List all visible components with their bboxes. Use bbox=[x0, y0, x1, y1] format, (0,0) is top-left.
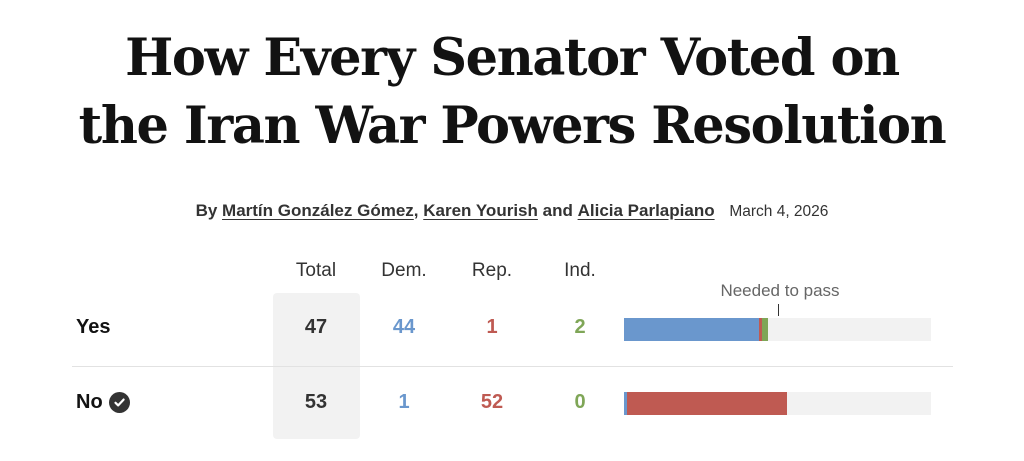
needed-to-pass-label: Needed to pass bbox=[720, 281, 840, 300]
yes-ind: 2 bbox=[574, 316, 586, 338]
yes-vote-bar bbox=[624, 318, 931, 341]
bar-segment-rep bbox=[759, 318, 763, 341]
needed-to-pass-marker bbox=[778, 304, 779, 316]
author-link-3[interactable]: Alicia Parlapiano bbox=[577, 201, 715, 220]
bar-segment-ind bbox=[762, 318, 769, 341]
bar-segment-rep bbox=[627, 392, 787, 415]
row-label-text: No bbox=[76, 391, 103, 413]
row-label-yes: Yes bbox=[76, 316, 110, 339]
headline: How Every Senator Voted on the Iran War … bbox=[0, 24, 1024, 160]
byline-and: and bbox=[542, 201, 573, 220]
no-ind: 0 bbox=[574, 391, 586, 413]
byline-comma: , bbox=[413, 201, 419, 220]
headline-line-1: How Every Senator Voted on bbox=[125, 28, 900, 88]
column-header-ind: Ind. bbox=[564, 260, 596, 281]
no-dem: 1 bbox=[398, 391, 410, 413]
bar-segment-dem bbox=[624, 318, 760, 341]
author-link-1[interactable]: Martín González Gómez bbox=[222, 201, 414, 220]
headline-line-2: the Iran War Powers Resolution bbox=[78, 96, 947, 156]
bar-segment-dem bbox=[624, 392, 628, 415]
no-rep: 52 bbox=[480, 391, 504, 413]
row-label-text: Yes bbox=[76, 316, 111, 338]
yes-rep: 1 bbox=[486, 316, 498, 338]
column-header-rep: Rep. bbox=[471, 260, 513, 281]
publish-date: March 4, 2026 bbox=[729, 203, 829, 220]
byline-by: By bbox=[195, 201, 218, 220]
byline: By Martín González Gómez, Karen Yourish … bbox=[0, 199, 1024, 224]
yes-dem: 44 bbox=[392, 316, 416, 338]
no-total: 53 bbox=[304, 391, 328, 413]
check-circle-icon bbox=[108, 392, 130, 413]
author-link-2[interactable]: Karen Yourish bbox=[423, 201, 538, 220]
row-divider bbox=[72, 366, 953, 367]
no-vote-bar bbox=[624, 392, 931, 415]
row-label-no: No bbox=[76, 391, 130, 414]
column-header-dem: Dem. bbox=[381, 260, 427, 281]
yes-total: 47 bbox=[304, 316, 328, 338]
column-header-total: Total bbox=[295, 260, 337, 281]
